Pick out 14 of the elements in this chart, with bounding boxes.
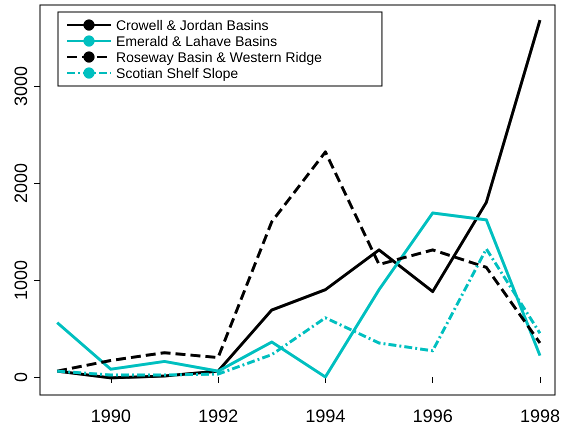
y-tick-label: 0 [11, 372, 31, 382]
y-tick-label: 2000 [11, 162, 31, 203]
x-tick-label: 1996 [412, 406, 453, 426]
line-series [56, 212, 542, 378]
x-tick-label: 1992 [198, 406, 238, 426]
y-tick-label: 3000 [11, 66, 31, 106]
legend-label: Scotian Shelf Slope [116, 65, 238, 81]
y-tick-label: 1000 [11, 260, 31, 300]
x-tick-label: 1998 [520, 406, 560, 426]
legend-label: Emerald & Lahave Basins [116, 33, 278, 49]
x-tick-label: 1990 [90, 406, 131, 426]
legend-label: Roseway Basin & Western Ridge [116, 49, 322, 65]
legend-label: Crowell & Jordan Basins [116, 17, 269, 33]
x-tick-label: 1994 [305, 406, 346, 426]
